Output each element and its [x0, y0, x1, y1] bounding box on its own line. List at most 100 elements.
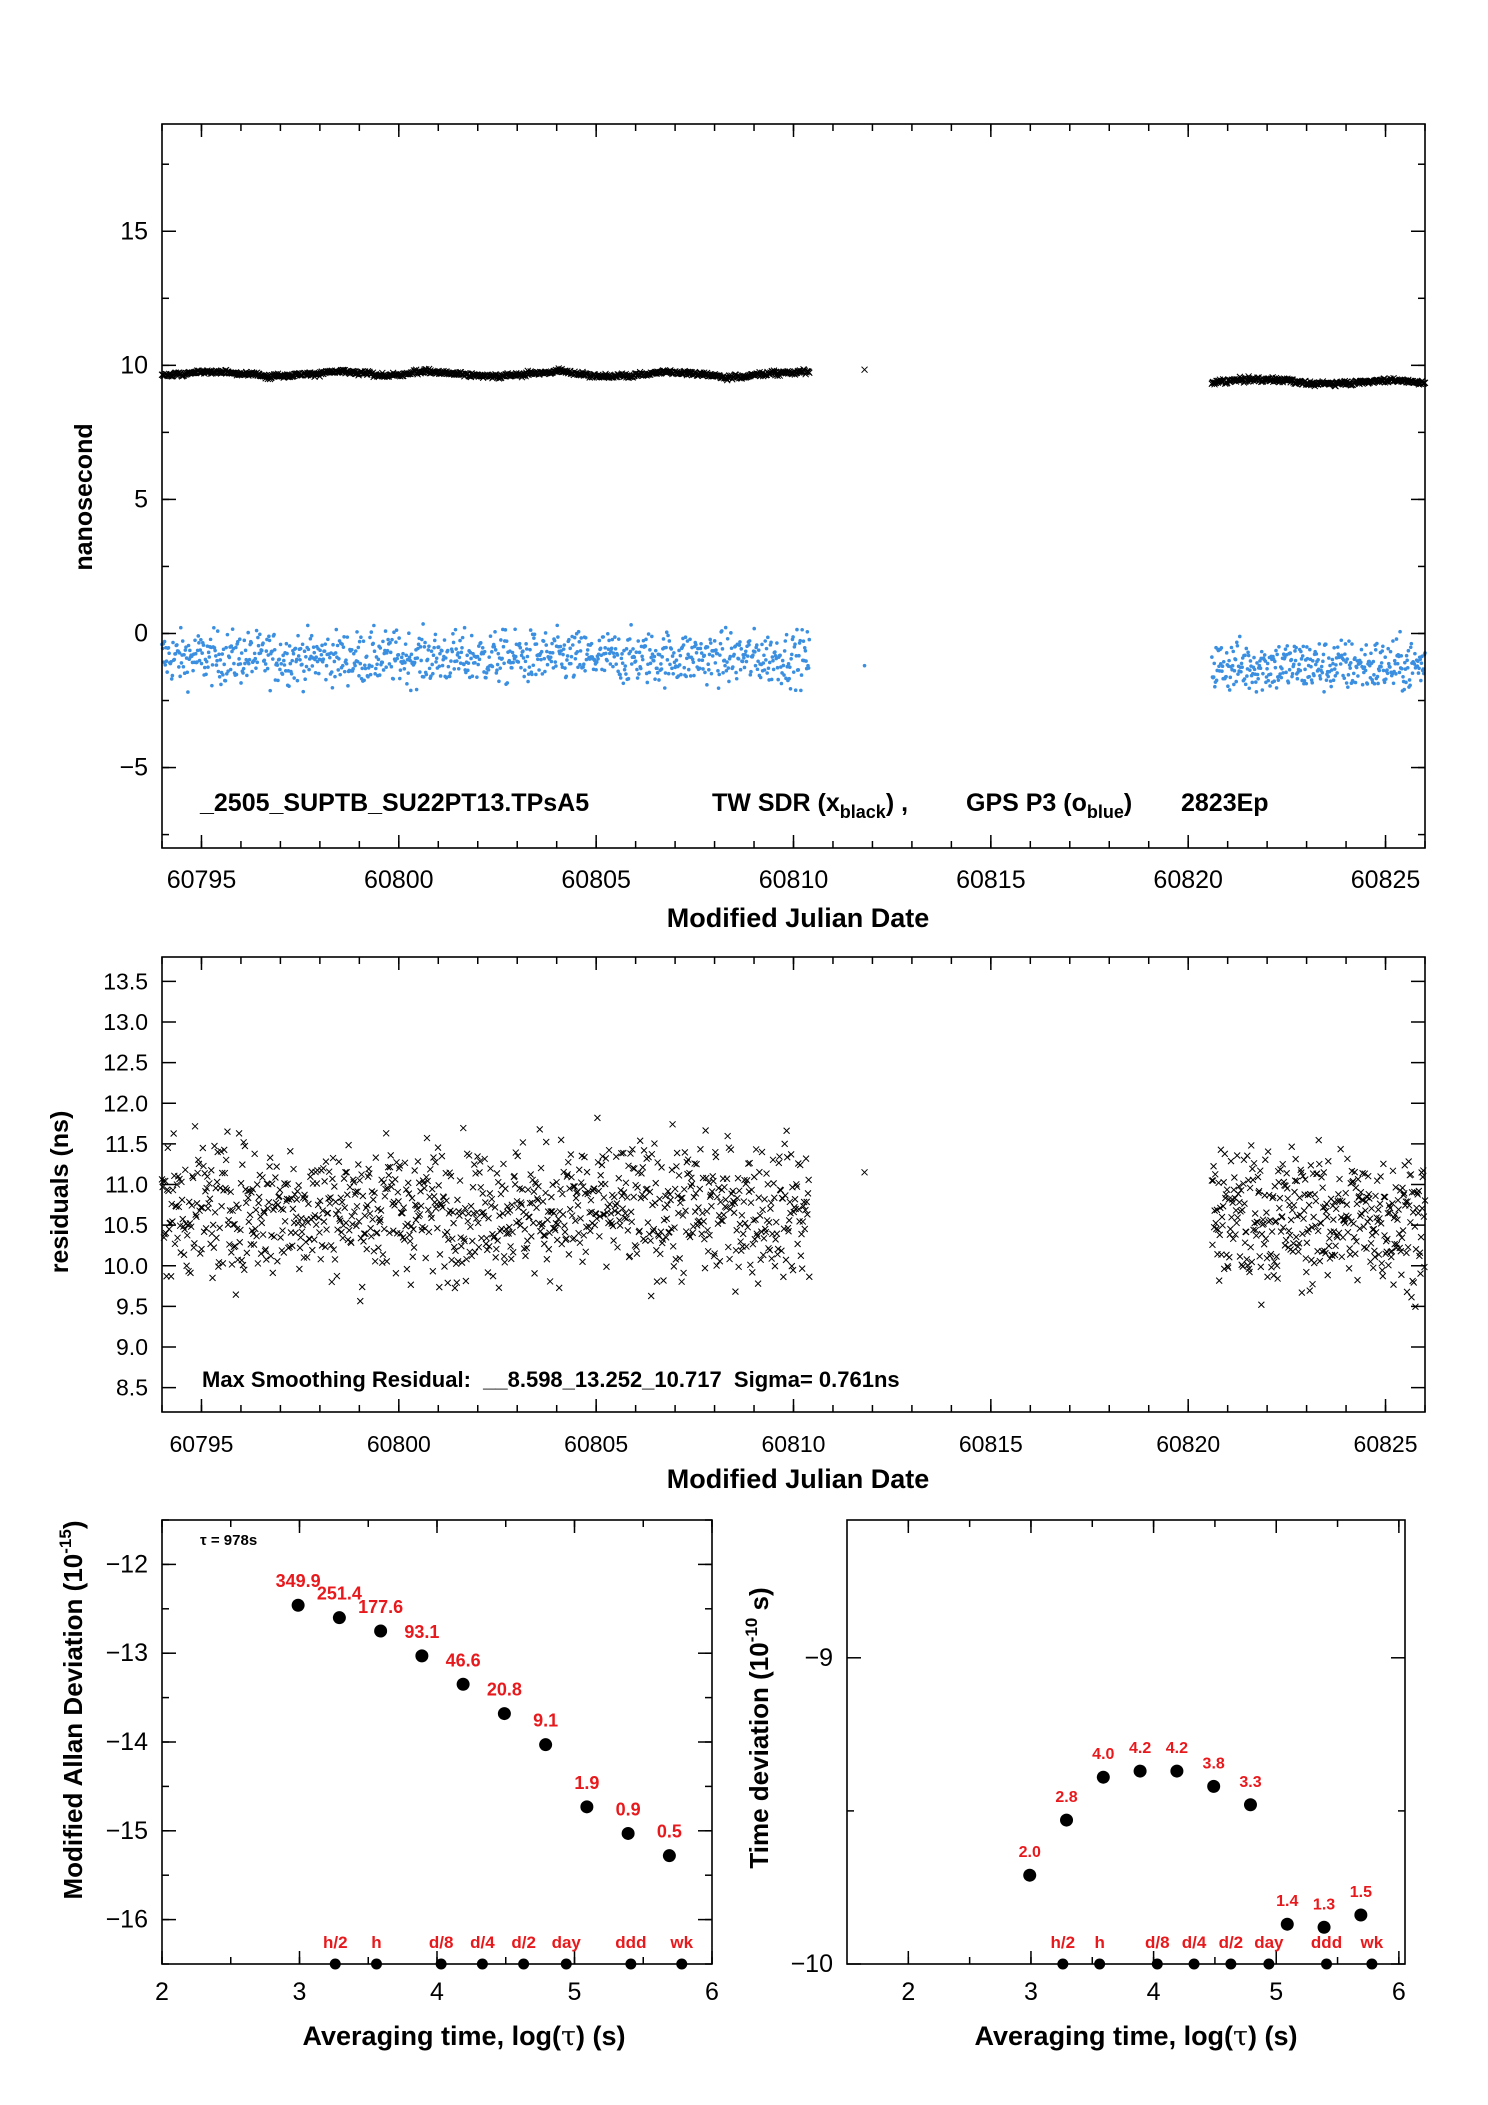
annotation-tw-suffix: ) , [886, 789, 908, 817]
data-point-o [548, 655, 553, 660]
data-point-x [466, 1248, 474, 1256]
data-point-o [1386, 661, 1391, 666]
deviation-point [1317, 1920, 1331, 1934]
data-point-x [701, 1264, 709, 1272]
data-point-x [483, 1234, 490, 1242]
data-point-o [388, 640, 392, 645]
data-point-x [1246, 1184, 1254, 1192]
data-point-o [561, 652, 565, 657]
data-point-o [494, 671, 499, 675]
data-point-o [1381, 644, 1385, 649]
data-point-o [426, 648, 431, 652]
data-point-o [387, 662, 392, 666]
data-point-x [472, 1170, 479, 1177]
data-point-o [440, 649, 444, 653]
data-point-o [784, 632, 789, 637]
data-point-x [267, 1252, 275, 1260]
data-point-x [318, 1242, 326, 1249]
data-point-x [1258, 1301, 1265, 1309]
time-series-xlabel: Modified Julian Date [667, 903, 930, 933]
data-point-o [764, 646, 769, 651]
data-point-x [294, 1187, 301, 1195]
x-tick-label: 60795 [167, 866, 237, 894]
data-point-o [1405, 666, 1410, 670]
data-point-x [491, 1232, 498, 1240]
data-point-o [372, 623, 376, 628]
data-point-x [523, 1244, 531, 1252]
x-tick-label: 60820 [1156, 1431, 1220, 1457]
data-point-x [330, 1183, 338, 1190]
data-point-x [1256, 1167, 1264, 1175]
data-point-o [487, 655, 492, 659]
data-point-x [677, 1194, 685, 1202]
data-point-o [399, 655, 404, 660]
data-point-x [554, 1220, 562, 1228]
data-point-x [506, 1207, 514, 1214]
data-point-o [300, 642, 305, 647]
data-point-x [1249, 1165, 1256, 1173]
data-point-x [203, 1184, 211, 1192]
data-point-x [1264, 1148, 1272, 1155]
data-point-x [788, 1262, 796, 1270]
data-point-x [366, 1210, 374, 1217]
data-point-o [259, 648, 264, 653]
data-point-x [259, 1174, 266, 1181]
data-point-x [191, 1122, 199, 1130]
data-point-o [1303, 667, 1307, 672]
data-point-x [1301, 1176, 1309, 1183]
data-point-x [1400, 1190, 1408, 1197]
data-point-x [334, 1226, 341, 1234]
data-point-x [623, 1215, 630, 1223]
data-point-o [188, 648, 192, 653]
data-point-o [614, 662, 619, 666]
time-marker-label: h/2 [323, 1933, 348, 1952]
data-point-x [700, 1218, 708, 1225]
data-point-o [478, 641, 483, 645]
data-point-x [235, 1129, 243, 1137]
data-point-o [1272, 679, 1277, 684]
data-point-x [1234, 1214, 1242, 1221]
mdev-points: 349.9251.4177.693.146.620.89.11.90.90.5h… [276, 1571, 694, 1970]
data-point-x [1314, 1227, 1322, 1235]
data-point-o [357, 673, 361, 678]
data-point-x [741, 1219, 749, 1227]
data-point-x [461, 1204, 469, 1212]
data-point-o [628, 649, 633, 654]
data-point-x [252, 1206, 260, 1214]
time-marker-label: d/2 [1219, 1933, 1244, 1952]
data-point-o [1264, 675, 1269, 679]
data-point-x [636, 1137, 644, 1145]
data-point-o [1335, 671, 1339, 675]
data-point-o [335, 643, 340, 648]
data-point-o [661, 637, 666, 641]
data-point-o [1308, 647, 1312, 652]
data-point-o [648, 648, 652, 652]
data-point-o [432, 638, 437, 643]
x-tick-label: 60810 [762, 1431, 826, 1457]
data-point-x [197, 1204, 205, 1211]
data-point-x [1374, 1218, 1382, 1226]
data-point-o [1419, 678, 1423, 683]
data-point-x [279, 1206, 287, 1214]
data-point-x [577, 1215, 584, 1222]
data-point-o [807, 637, 812, 642]
time-marker-label: d/4 [470, 1933, 495, 1952]
data-point-o [199, 661, 204, 666]
data-point-x [1353, 1238, 1360, 1245]
data-point-x [706, 1231, 713, 1239]
data-point-x [1378, 1266, 1386, 1274]
data-point-x [1311, 1222, 1319, 1230]
data-point-o [603, 646, 607, 650]
data-point-o [621, 681, 626, 686]
data-point-o [171, 640, 175, 645]
data-point-o [1242, 677, 1247, 681]
data-point-x [547, 1208, 555, 1215]
data-point-o [1399, 654, 1404, 658]
data-point-o [1363, 668, 1368, 673]
deviation-point [497, 1707, 511, 1721]
data-point-o [1343, 652, 1347, 656]
data-point-o [1343, 642, 1348, 646]
data-point-x [1211, 1207, 1219, 1214]
data-point-x [1224, 1264, 1232, 1272]
data-point-x [412, 1216, 420, 1224]
